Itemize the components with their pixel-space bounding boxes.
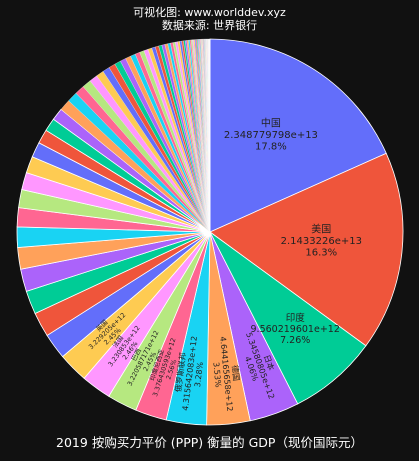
chart-header: 可视化图: www.worlddev.xyz 数据来源: 世界银行 <box>0 6 419 32</box>
data-source: 数据来源: 世界银行 <box>161 19 258 32</box>
pie-slice-美国 <box>209 152 404 347</box>
chart-title: 2019 按购买力平价 (PPP) 衡量的 GDP（现价国际元） <box>56 435 363 450</box>
source-site: 可视化图: www.worlddev.xyz <box>133 6 286 19</box>
pie-slices <box>16 38 404 426</box>
slice-label: 印度 9.560219601e+12 7.26% <box>251 312 340 346</box>
slice-label: 中国 2.348779798e+13 17.8% <box>224 117 318 153</box>
slice-label: 美国 2.1433226e+13 16.3% <box>281 222 362 258</box>
pie-slice-中国 <box>209 38 387 233</box>
